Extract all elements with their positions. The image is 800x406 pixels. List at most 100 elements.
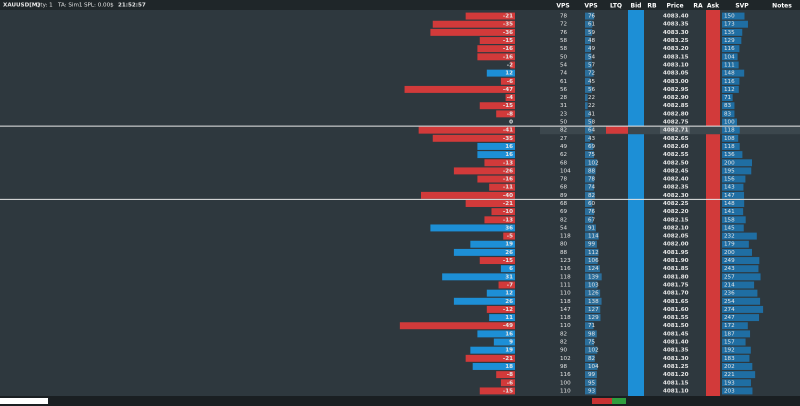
- vps-buy: 99: [588, 372, 596, 378]
- svp: 158: [724, 217, 735, 223]
- svp: 116: [724, 46, 735, 52]
- vps-buy-bar: [585, 45, 591, 53]
- svp-bar: [722, 85, 739, 93]
- delta-label: -11: [503, 185, 513, 191]
- vps-buy-bar: [585, 330, 597, 338]
- vps-sell: 116: [560, 266, 571, 272]
- vps-buy-bar: [585, 305, 601, 313]
- price: 4083.00: [663, 79, 689, 85]
- vps-buy: 67: [588, 217, 596, 223]
- delta-bar: [510, 61, 515, 69]
- svp: 243: [724, 266, 735, 272]
- svp: 193: [724, 380, 735, 386]
- svp: 136: [724, 152, 735, 158]
- vps-sell: 82: [560, 217, 567, 223]
- svp-bar: [722, 12, 745, 20]
- price: 4081.20: [663, 372, 689, 378]
- vps-sell: 23: [560, 111, 568, 117]
- delta-label: -13: [503, 160, 513, 166]
- delta-label: -35: [503, 136, 513, 142]
- svp: 173: [724, 22, 735, 28]
- price: 4083.25: [663, 38, 689, 44]
- svp-bar: [722, 45, 740, 53]
- vps-buy-bar: [585, 159, 598, 167]
- account[interactable]: TA: Sim1: [57, 3, 83, 9]
- vps-buy: 82: [588, 356, 595, 362]
- col-header: VPS: [584, 3, 597, 10]
- vps-buy: 139: [588, 274, 599, 280]
- col-header: VPS: [556, 3, 569, 10]
- delta-bar: [470, 346, 515, 354]
- qty[interactable]: Qty: 1: [36, 3, 53, 9]
- delta-label: -10: [503, 209, 513, 215]
- vps-buy: 59: [588, 30, 596, 36]
- vps-buy: 56: [588, 87, 596, 93]
- price: 4083.30: [663, 30, 689, 36]
- delta-label: -40: [503, 193, 513, 199]
- status-buy: [612, 398, 626, 404]
- vps-sell: 90: [560, 348, 568, 354]
- vps-buy: 127: [588, 307, 599, 313]
- svp: 249: [724, 258, 735, 264]
- svp: 203: [724, 388, 735, 394]
- delta-label: -8: [507, 372, 513, 378]
- svp-bar: [722, 126, 740, 134]
- delta-label: -21: [503, 14, 513, 20]
- svp-bar: [722, 346, 751, 354]
- delta-bar: [486, 305, 515, 313]
- delta-bar: [505, 94, 515, 102]
- vps-buy: 102: [588, 348, 599, 354]
- vps-buy: 69: [588, 144, 596, 150]
- svp-bar: [722, 216, 746, 224]
- svp-bar: [722, 387, 753, 395]
- price: 4082.95: [663, 87, 689, 93]
- delta-bar: [489, 183, 515, 191]
- vps-buy: 114: [588, 234, 599, 240]
- col-header: RB: [647, 3, 657, 10]
- delta-label: -15: [503, 38, 513, 44]
- vps-buy-bar: [585, 289, 601, 297]
- price: 4082.65: [663, 136, 689, 142]
- svp: 100: [724, 120, 735, 126]
- delta-label: 19: [505, 242, 513, 248]
- svp: 129: [724, 38, 735, 44]
- svp-bar: [722, 20, 748, 28]
- vps-buy: 71: [588, 323, 596, 329]
- vps-sell: 76: [560, 30, 568, 36]
- svp-bar: [722, 281, 755, 289]
- delta-label: 18: [505, 364, 513, 370]
- svp-bar: [722, 314, 760, 322]
- delta-label: -21: [503, 201, 513, 207]
- vps-buy-bar: [585, 102, 588, 110]
- delta-label: -41: [503, 128, 513, 134]
- price: 4082.85: [663, 103, 689, 109]
- svp-bar: [722, 379, 751, 387]
- svp: 195: [724, 168, 735, 174]
- pnl: SPL: 0.00$: [84, 3, 114, 9]
- vps-sell: 88: [560, 250, 568, 256]
- vps-buy-bar: [585, 297, 602, 305]
- svp-bar: [722, 151, 743, 159]
- svp: 200: [724, 160, 735, 166]
- vps-sell: 147: [560, 307, 571, 313]
- vps-buy-bar: [585, 37, 591, 44]
- vps-buy: 138: [588, 299, 599, 305]
- svp-bar: [722, 330, 751, 338]
- svp-bar: [722, 224, 744, 232]
- svp-bar: [722, 142, 740, 150]
- clock: 21:52:57: [118, 3, 146, 9]
- vps-sell: 82: [560, 340, 567, 346]
- svp: 192: [724, 348, 735, 354]
- vps-buy-bar: [585, 191, 595, 199]
- vps-sell: 110: [560, 388, 571, 394]
- delta-bar: [484, 159, 515, 167]
- svp-bar: [722, 240, 749, 248]
- vps-buy-bar: [585, 379, 597, 387]
- symbol[interactable]: XAUUSD[M]: [3, 3, 40, 9]
- delta-bar: [477, 142, 515, 150]
- price: 4083.15: [663, 54, 689, 60]
- vps-buy-bar: [585, 167, 596, 175]
- svp: 157: [724, 340, 735, 346]
- vps-buy: 57: [588, 62, 596, 68]
